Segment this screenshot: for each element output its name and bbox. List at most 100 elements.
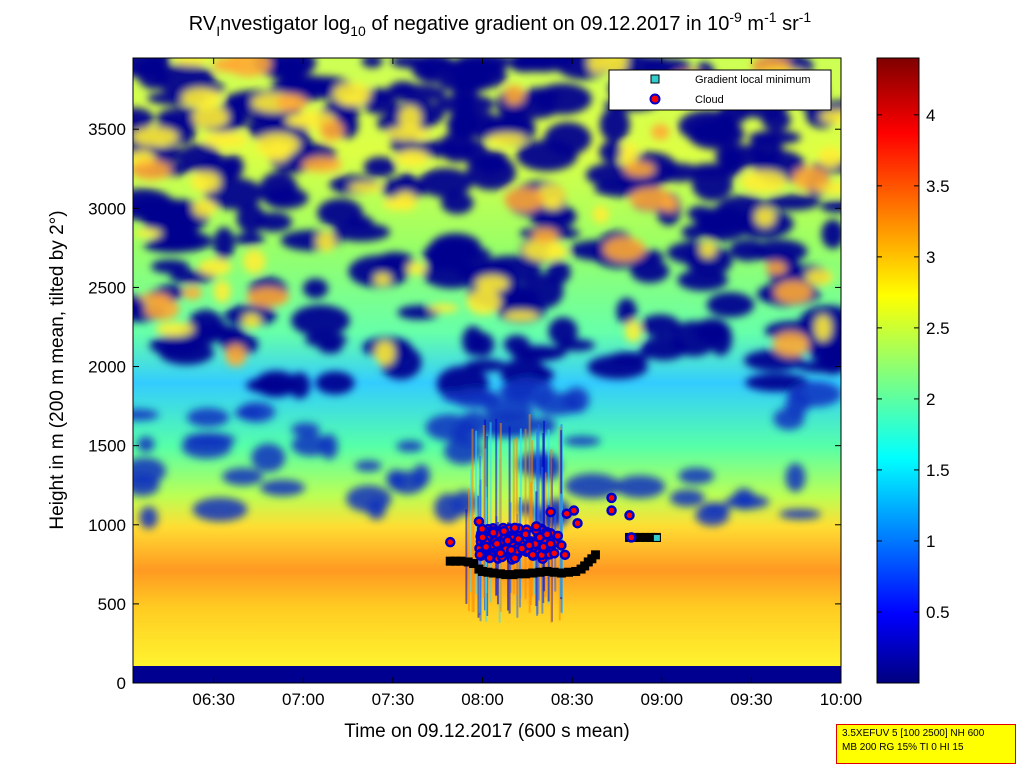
heatmap-texture (488, 133, 526, 146)
heatmap-texture (251, 443, 286, 472)
heatmap-texture (660, 163, 700, 182)
heatmap-texture (608, 351, 649, 365)
heatmap-texture (651, 124, 670, 140)
heatmap-texture (548, 317, 578, 346)
chart-title: RVInvestigator log10 of negative gradien… (189, 9, 812, 39)
cloud-marker (523, 540, 535, 551)
heatmap-texture (709, 321, 733, 356)
heatmap-texture (291, 304, 350, 337)
heatmap-texture (225, 344, 247, 367)
heatmap-texture (133, 107, 154, 131)
heatmap-texture (155, 322, 195, 337)
colorbar-tick-label: 1 (926, 532, 935, 551)
heatmap-texture (320, 433, 339, 460)
heatmap-texture (428, 303, 459, 313)
heatmap-texture (374, 340, 395, 366)
heatmap-texture (422, 259, 482, 289)
cloud-marker (498, 525, 510, 537)
heatmap-texture (363, 156, 397, 178)
heatmap-texture (821, 219, 841, 249)
info-line-1: 3.5XEFUV 5 [100 2500] NH 600 (842, 728, 985, 739)
heatmap-texture (243, 249, 266, 274)
cloud-marker (548, 548, 560, 559)
heatmap-texture (362, 95, 397, 115)
heatmap-texture (139, 506, 158, 529)
heatmap-texture (564, 473, 621, 499)
heatmap-texture (346, 485, 392, 513)
cloud-marker (545, 538, 556, 550)
cloud-marker (513, 533, 524, 545)
heatmap-texture (694, 206, 750, 242)
heatmap-texture (396, 440, 424, 452)
x-tick-label: 10:00 (820, 690, 863, 709)
info-box: 3.5XEFUV 5 [100 2500] NH 600 MB 200 RG 1… (836, 724, 1016, 764)
x-tick-label: 06:30 (192, 690, 235, 709)
heatmap-texture (192, 497, 248, 522)
heatmap-texture (544, 122, 592, 156)
legend-gradient-label: Gradient local minimum (695, 74, 811, 86)
heatmap-texture (374, 273, 391, 286)
heatmap-texture (603, 236, 646, 262)
heatmap-texture (504, 84, 525, 105)
x-tick-label: 08:30 (551, 690, 594, 709)
heatmap-texture (214, 326, 247, 345)
heatmap-texture (462, 326, 484, 356)
cloud-marker (527, 549, 538, 561)
cloud-marker (624, 510, 635, 521)
heatmap-texture (624, 161, 655, 177)
heatmap-texture (785, 391, 810, 416)
heatmap-texture (422, 244, 460, 266)
cloud-marker (488, 527, 499, 538)
heatmap-texture (797, 360, 841, 373)
heatmap-texture (546, 260, 571, 285)
cloud-marker (572, 517, 583, 529)
heatmap-texture (317, 198, 363, 228)
heatmap-texture (242, 313, 261, 329)
heatmap-texture (643, 58, 670, 73)
heatmap-texture (620, 143, 639, 169)
cloud-marker (552, 530, 564, 542)
x-tick-label: 09:30 (730, 690, 773, 709)
heatmap-texture (785, 463, 806, 492)
y-tick-label: 2000 (88, 358, 126, 377)
heatmap-texture (150, 259, 190, 274)
cloud-marker (545, 506, 556, 518)
y-axis-label: Height in m (200 m mean, tilted by 2°) (47, 210, 68, 529)
heatmap-texture (805, 269, 834, 286)
heatmap-texture (706, 292, 755, 318)
cloud-marker (509, 522, 521, 534)
heatmap-texture (222, 467, 264, 486)
heatmap-texture (133, 229, 162, 238)
heatmap-texture (396, 149, 429, 167)
heatmap-texture (221, 96, 251, 128)
heatmap-texture (154, 64, 215, 96)
heatmap-texture (192, 106, 229, 128)
heatmap-texture (532, 228, 559, 243)
cloud-marker (606, 505, 617, 516)
heatmap-texture (660, 196, 679, 212)
heatmap-texture (406, 262, 426, 276)
heatmap-texture (349, 182, 383, 193)
y-tick-label: 3500 (88, 120, 126, 139)
heatmap-texture (181, 434, 232, 459)
heatmap-texture (213, 279, 231, 304)
heatmap-texture (522, 87, 560, 106)
heatmap-texture (592, 205, 610, 224)
colorbar-tick-label: 4 (926, 106, 935, 125)
heatmap-texture (719, 147, 746, 178)
heatmap-texture (701, 502, 730, 515)
heatmap-texture (772, 331, 810, 357)
heatmap-texture (315, 371, 355, 395)
heatmap-texture (149, 335, 203, 356)
heatmap-texture (678, 467, 715, 485)
heatmap-texture (445, 59, 507, 79)
heatmap-texture (260, 479, 306, 496)
heatmap-texture (332, 82, 371, 106)
heatmap-texture (133, 127, 179, 147)
heatmap-texture (452, 75, 478, 110)
cloud-marker (505, 544, 517, 556)
heatmap-texture (480, 150, 509, 173)
heatmap-texture (203, 132, 248, 148)
cloud-marker (477, 532, 488, 543)
heatmap-texture (399, 105, 422, 131)
